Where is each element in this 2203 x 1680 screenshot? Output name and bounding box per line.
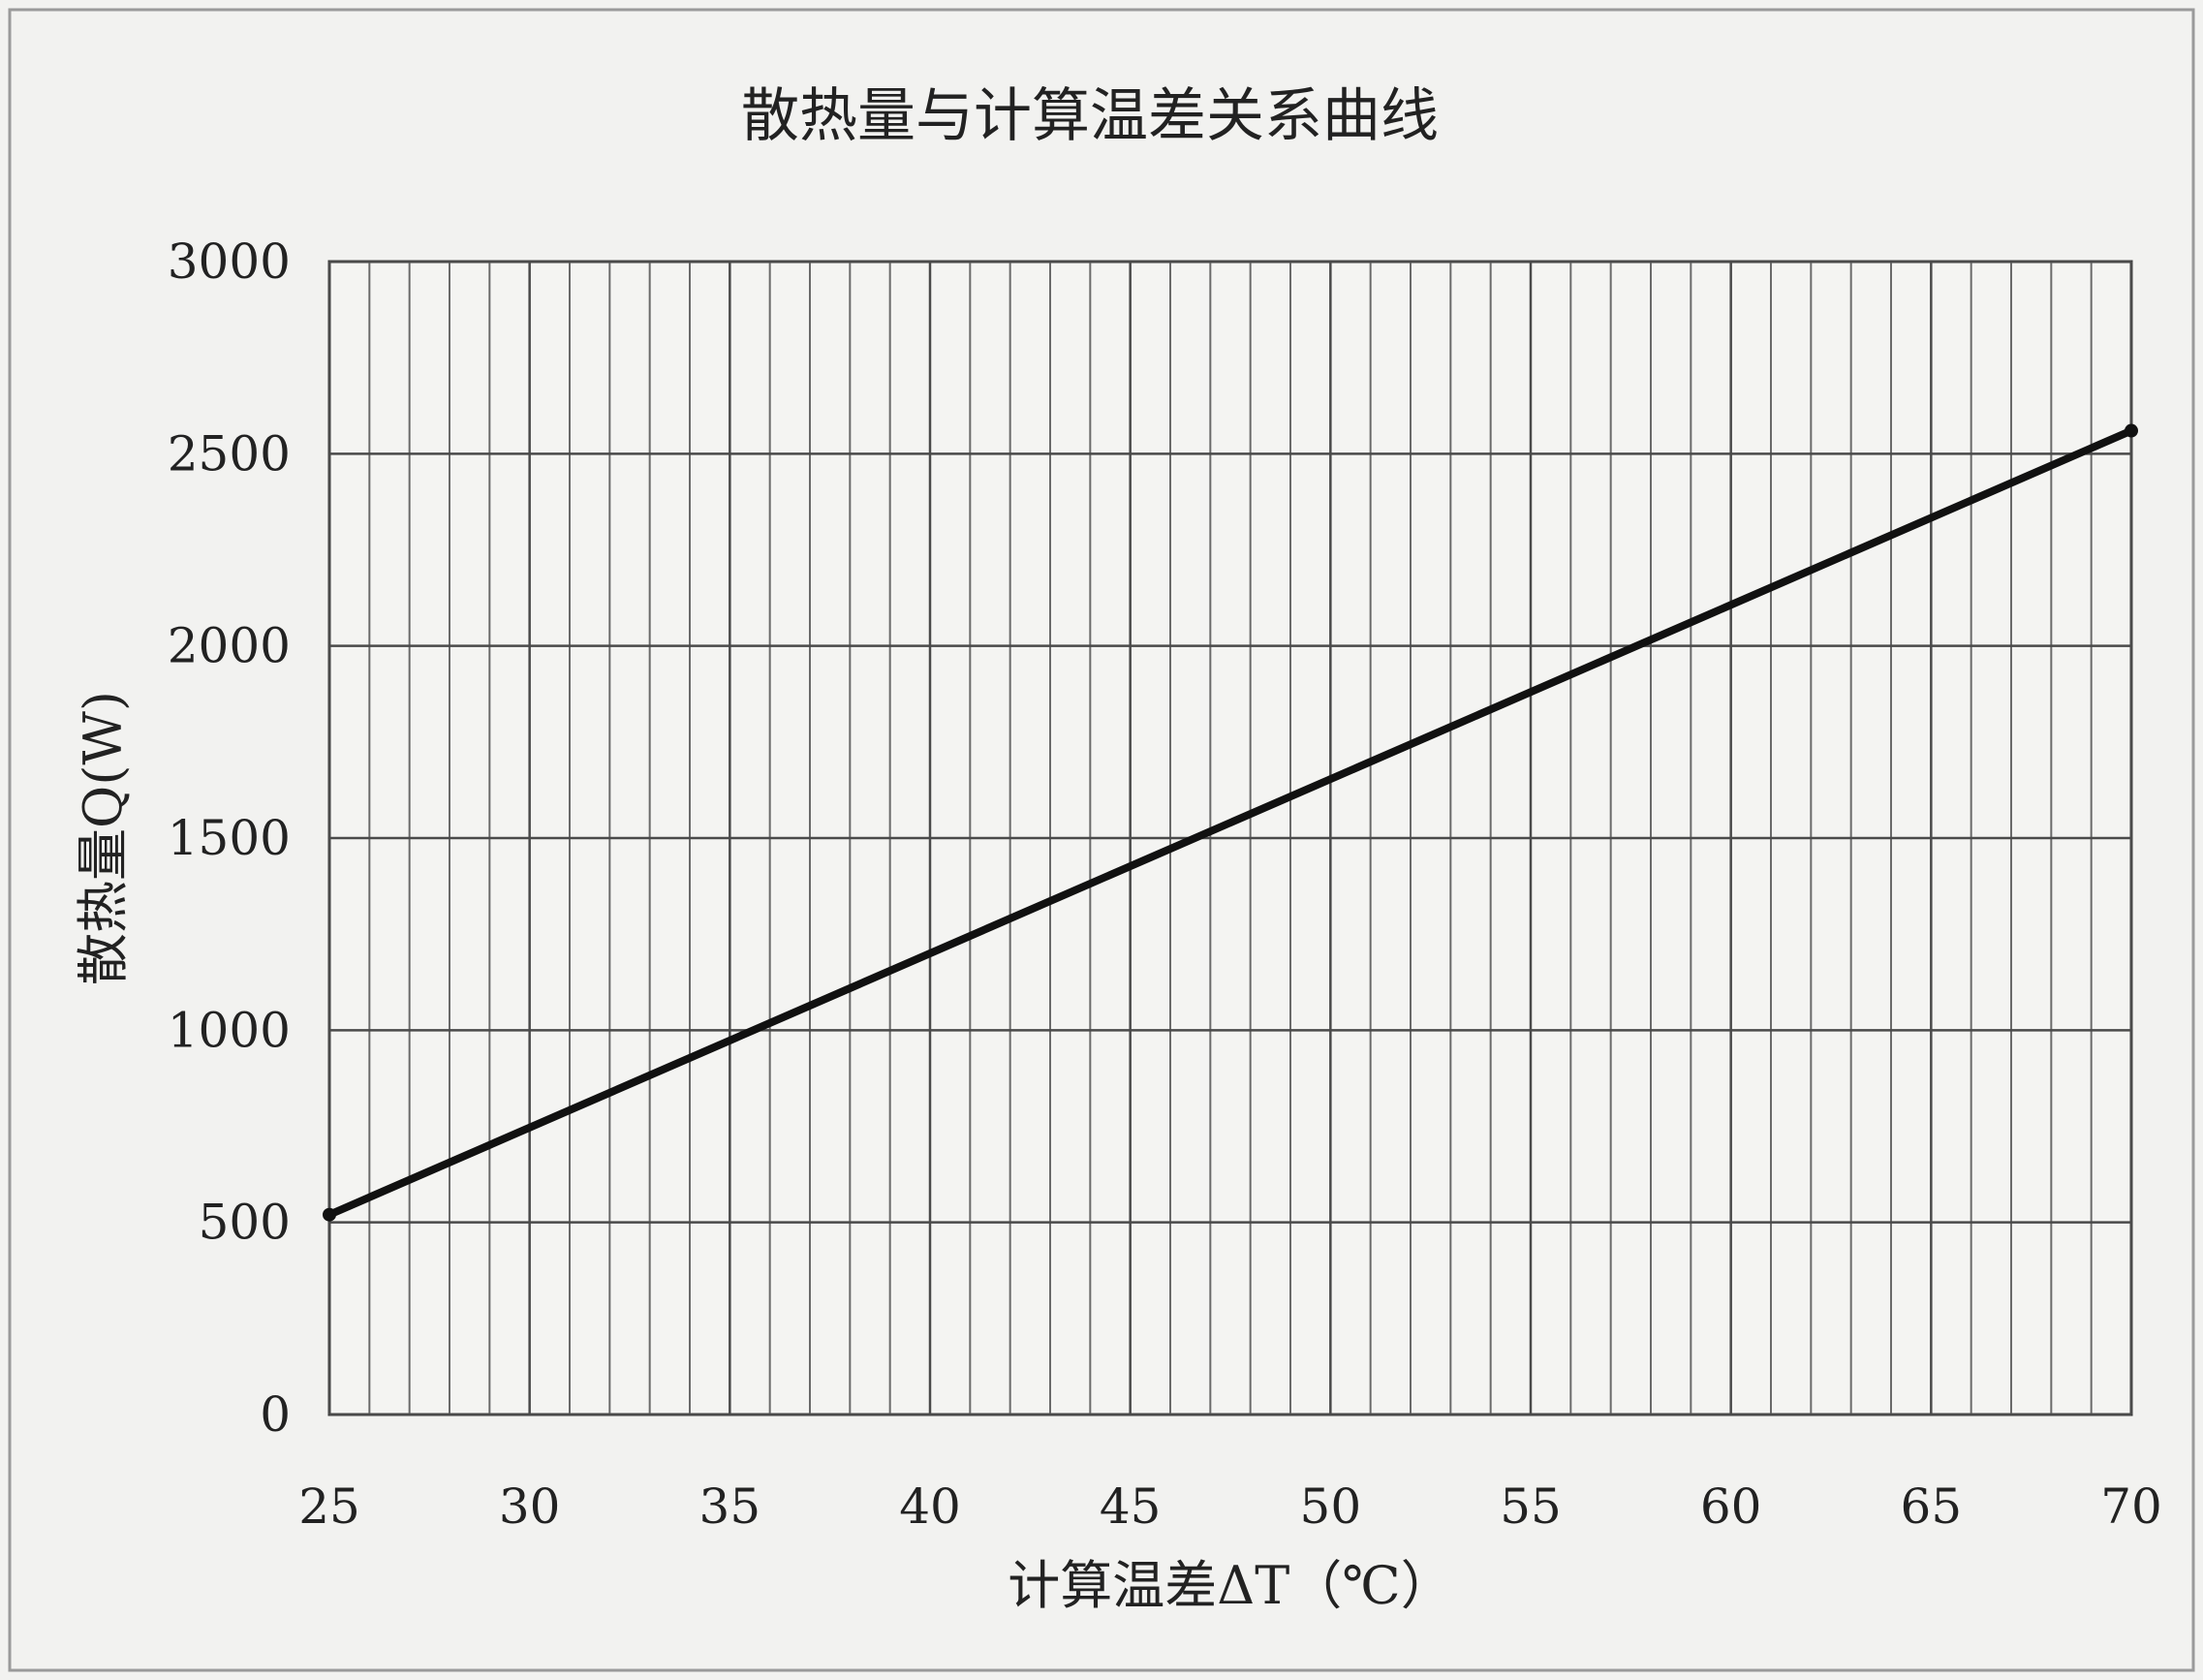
x-tick-label: 35 (699, 1478, 761, 1535)
y-tick-label: 1000 (168, 1002, 291, 1058)
x-tick-label: 50 (1300, 1478, 1362, 1535)
data-point (2125, 423, 2138, 438)
x-tick-label: 60 (1700, 1478, 1762, 1535)
series-layer (323, 423, 2138, 1222)
y-tick-label: 0 (260, 1386, 291, 1443)
outer-frame (8, 8, 2195, 1672)
x-tick-label: 65 (1901, 1478, 1963, 1535)
series-line (326, 426, 2135, 1219)
x-axis-ticks: 25 30 35 40 45 50 55 60 65 70 (298, 1478, 2162, 1535)
x-tick-label: 30 (499, 1478, 561, 1535)
x-tick-label: 40 (899, 1478, 961, 1535)
grid (327, 260, 2133, 1416)
y-tick-label: 500 (199, 1195, 291, 1251)
chart-title: 散热量与计算温差关系曲线 (741, 82, 1439, 150)
y-axis-title: 散热量Q(W) (73, 691, 134, 985)
y-tick-label: 2000 (168, 618, 291, 674)
x-tick-label: 25 (298, 1478, 360, 1535)
y-tick-label: 2500 (168, 425, 291, 482)
y-tick-label: 3000 (168, 233, 291, 290)
data-point (323, 1207, 336, 1222)
x-tick-label: 55 (1500, 1478, 1562, 1535)
x-axis-title: 计算温差ΔT（℃） (1008, 1555, 1452, 1616)
y-tick-label: 1500 (168, 810, 291, 866)
x-tick-label: 45 (1100, 1478, 1162, 1535)
y-axis-ticks: 0 500 1000 1500 2000 2500 3000 (168, 233, 291, 1443)
x-tick-label: 70 (2100, 1478, 2162, 1535)
